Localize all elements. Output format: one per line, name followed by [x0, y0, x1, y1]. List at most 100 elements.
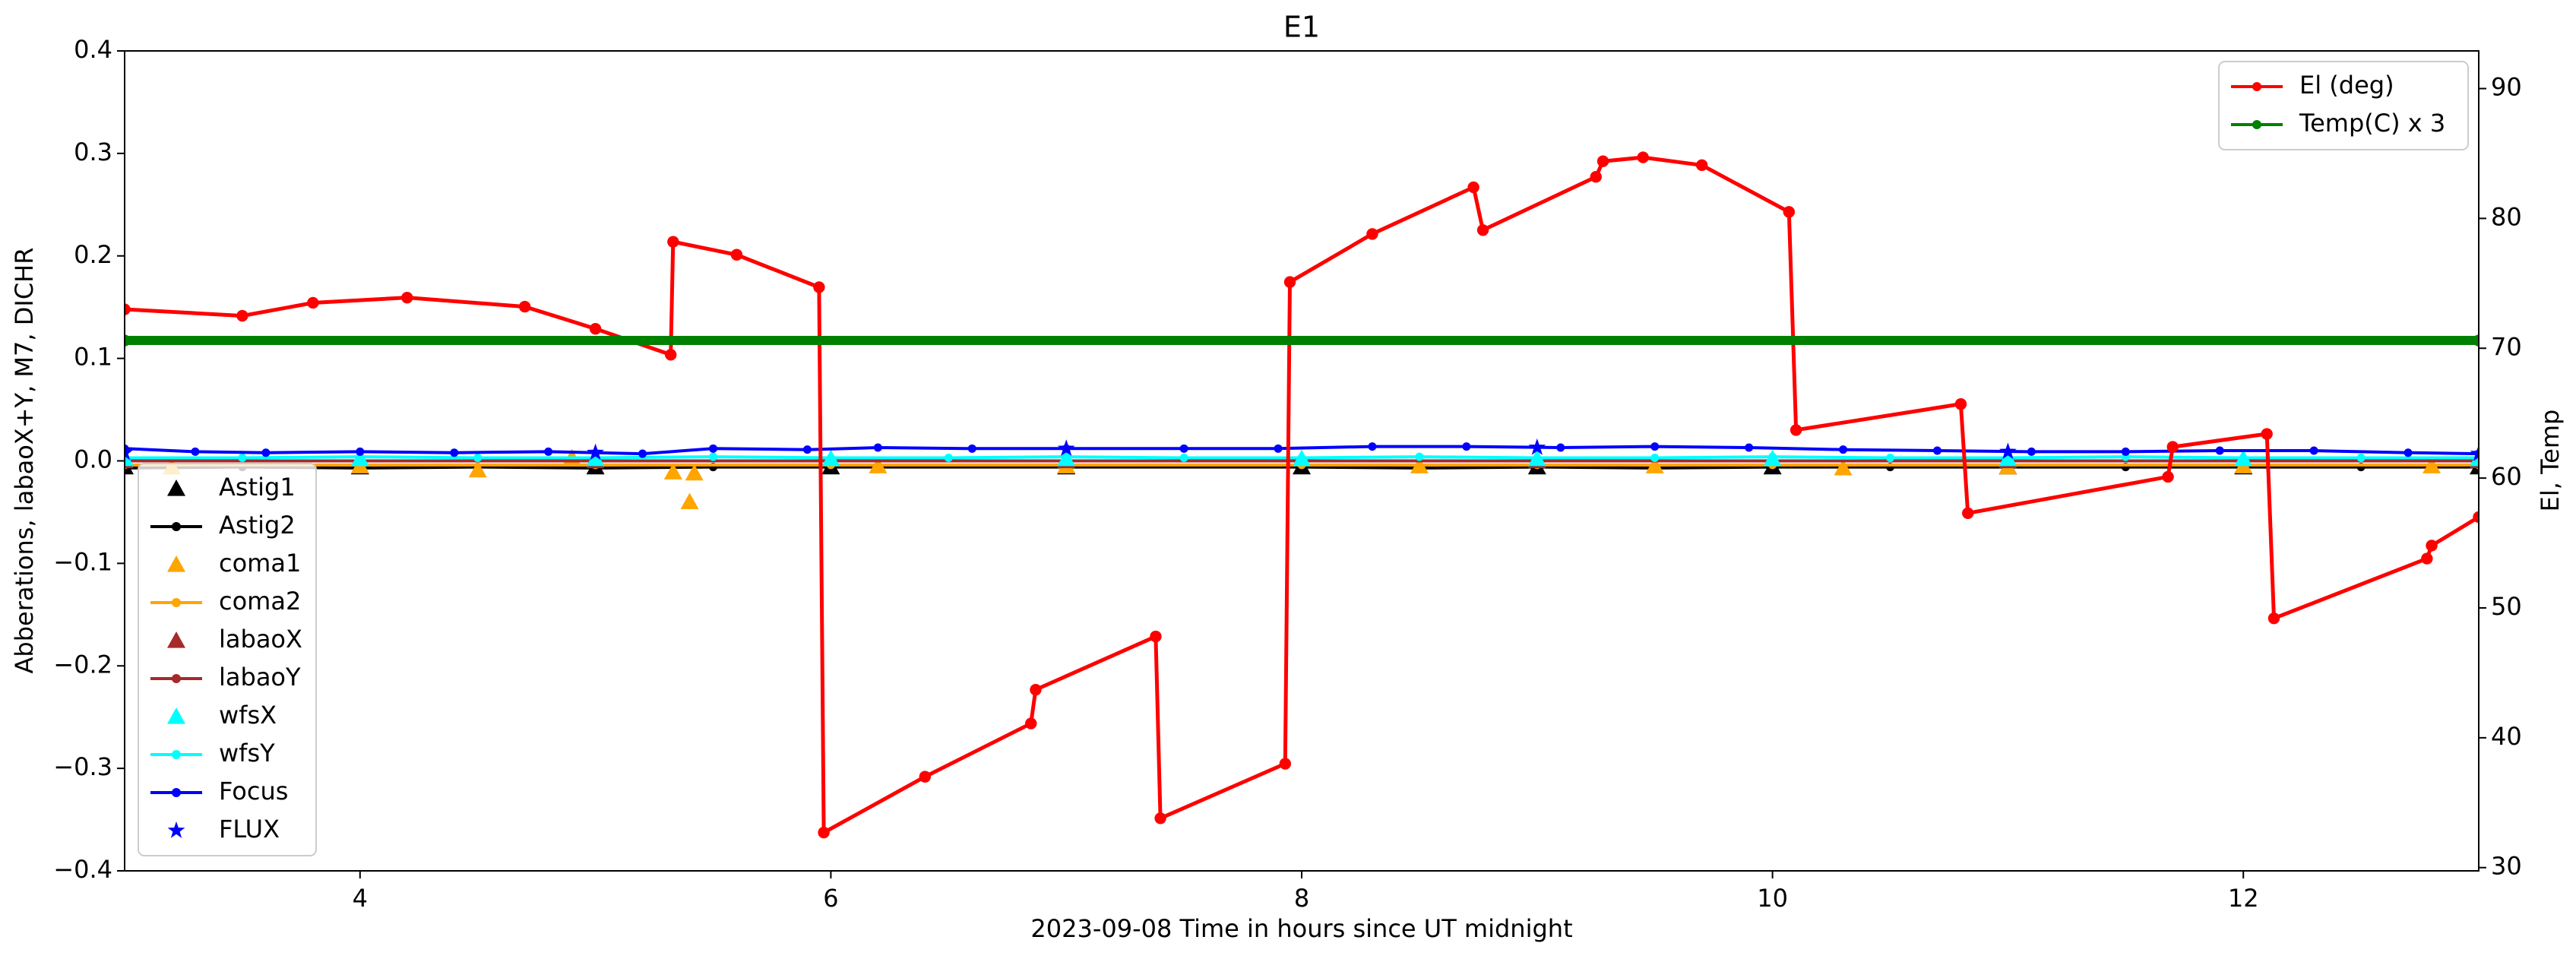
point: [2215, 446, 2224, 455]
x-tick-label: 12: [2228, 884, 2259, 913]
point: [1467, 181, 1479, 194]
point: [589, 322, 602, 335]
legend-swatch: [167, 631, 185, 648]
point: [730, 248, 743, 261]
point: [873, 443, 882, 452]
point: [1954, 398, 1967, 410]
point: [1650, 442, 1660, 451]
y2-axis-label: El, Temp: [2536, 410, 2565, 512]
point: [638, 449, 647, 458]
point: [356, 447, 365, 456]
point: [1062, 452, 1071, 461]
triangle-marker: [468, 461, 487, 478]
point: [473, 453, 483, 462]
point: [401, 291, 413, 304]
y2-tick-label: 30: [2491, 852, 2522, 881]
y-tick-label: −0.2: [53, 650, 112, 679]
point: [261, 448, 271, 457]
point: [1030, 683, 1042, 696]
legend-label: Temp(C) x 3: [2299, 109, 2445, 138]
y-tick-label: −0.4: [53, 855, 112, 884]
x-axis-label: 2023-09-08 Time in hours since UT midnig…: [1030, 914, 1572, 943]
y-tick-label: 0.4: [74, 35, 112, 64]
star-marker: [1999, 442, 2017, 460]
point: [518, 300, 531, 313]
point: [1154, 812, 1166, 824]
legend-swatch: [172, 522, 181, 531]
y-tick-label: −0.3: [53, 752, 112, 781]
y-tick-label: 0.0: [74, 445, 112, 474]
point: [1274, 444, 1283, 453]
legend-swatch: [172, 750, 181, 759]
triangle-marker: [1834, 458, 1853, 476]
point: [2473, 334, 2479, 347]
point: [1590, 171, 1602, 183]
y2-tick-label: 80: [2491, 202, 2522, 231]
point: [307, 296, 319, 309]
point: [1556, 443, 1565, 452]
star-marker: [2470, 445, 2479, 461]
legend-label: labaoX: [219, 625, 302, 654]
x-tick-label: 4: [353, 884, 368, 913]
legend-swatch: [2252, 120, 2261, 129]
point: [1695, 159, 1708, 172]
point: [818, 826, 830, 839]
point: [450, 448, 459, 457]
y-tick-label: 0.2: [74, 240, 112, 269]
legend-swatch: [167, 555, 185, 572]
point: [2162, 470, 2174, 483]
star-marker: [1528, 438, 1546, 455]
point: [709, 444, 717, 453]
triangle-marker: [680, 492, 699, 510]
x-tick-label: 6: [823, 884, 838, 913]
legend-swatch: [172, 788, 181, 797]
point: [667, 236, 679, 248]
point: [2426, 540, 2438, 552]
plot-area: [125, 151, 2479, 839]
point: [2239, 453, 2248, 462]
point: [2027, 447, 2036, 456]
chart-title: E1: [1283, 11, 1320, 44]
point: [1366, 228, 1378, 240]
legend-label: coma2: [219, 587, 301, 616]
point: [1150, 630, 1162, 643]
y2-tick-label: 50: [2491, 592, 2522, 621]
point: [1932, 446, 1941, 455]
legend-swatch: [167, 480, 185, 496]
y2-tick-label: 90: [2491, 73, 2522, 102]
point: [544, 447, 553, 456]
point: [125, 303, 131, 315]
x-tick-label: 8: [1294, 884, 1309, 913]
point: [967, 444, 976, 453]
legend-swatch: [172, 598, 181, 607]
y-tick-label: 0.3: [74, 138, 112, 166]
point: [1839, 445, 1848, 454]
y-axis-label: Abberations, labaoX+Y, M7, DICHR: [10, 248, 39, 674]
point: [1179, 453, 1188, 462]
legend-label: wfsX: [219, 701, 277, 730]
point: [1025, 717, 1037, 730]
plot-frame: [124, 50, 2479, 872]
point: [1415, 452, 1424, 461]
point: [1790, 424, 1802, 436]
point: [826, 453, 835, 462]
point: [1768, 452, 1777, 461]
legend-label: wfsY: [219, 739, 275, 768]
x-tick-label: 10: [1757, 884, 1788, 913]
point: [1476, 224, 1489, 236]
point: [1962, 507, 1974, 519]
point: [2404, 448, 2413, 457]
y-tick-label: 0.1: [74, 343, 112, 372]
triangle-marker: [685, 464, 704, 481]
legend-swatch: [172, 674, 181, 683]
legend-label: coma1: [219, 549, 301, 578]
legend-label: FLUX: [219, 815, 280, 843]
legend-swatch: [167, 821, 185, 838]
point: [709, 452, 717, 461]
legend-label: Astig2: [219, 511, 296, 540]
legend-label: labaoY: [219, 663, 301, 692]
point: [1650, 453, 1660, 462]
point: [1533, 453, 1542, 462]
point: [236, 309, 248, 322]
